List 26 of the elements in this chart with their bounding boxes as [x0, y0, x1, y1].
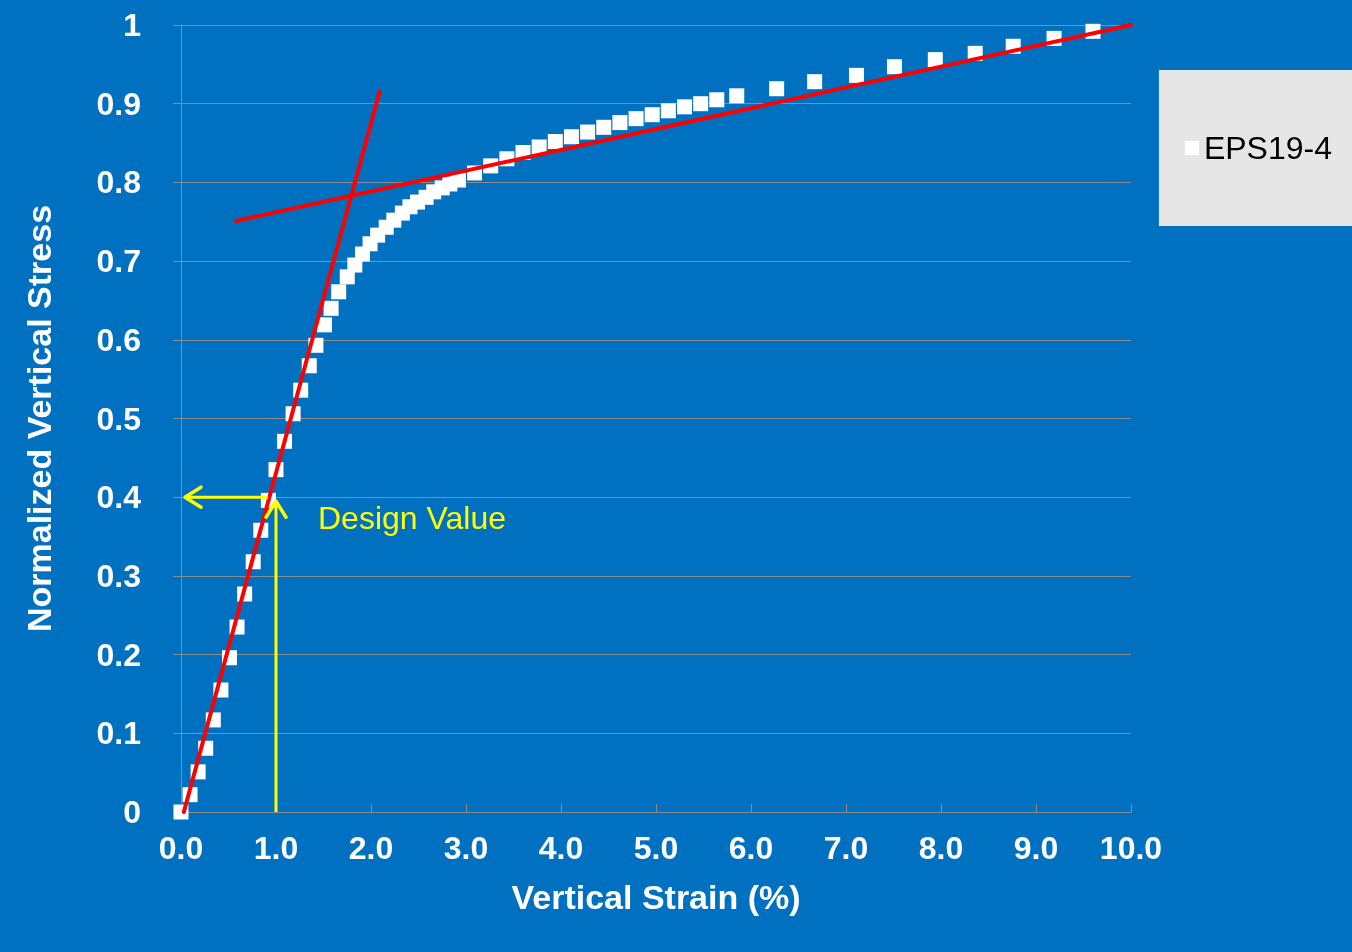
- x-tick-label: 3.0: [443, 830, 489, 866]
- y-tick-label: 0.4: [96, 479, 142, 516]
- y-tick-label: 0.7: [96, 243, 141, 280]
- x-tick-label: 8.0: [918, 830, 964, 866]
- x-tick-label: 9.0: [1013, 830, 1059, 866]
- x-tick-label: 4.0: [538, 830, 584, 866]
- y-tick-label: 0.6: [96, 321, 141, 358]
- x-tick-label: 2.0: [348, 830, 394, 866]
- annotation: Design Value: [318, 500, 506, 537]
- legend-label: EPS19-4: [1203, 130, 1332, 166]
- y-tick-label: 0.8: [96, 164, 141, 201]
- y-tick-label: 0.2: [96, 636, 141, 673]
- y-axis-title: Normalized Vertical Stress: [20, 204, 58, 633]
- y-tick-label: 0.3: [96, 557, 141, 594]
- x-tick-label: 7.0: [823, 830, 869, 866]
- x-tick-label: 0.0: [158, 830, 204, 866]
- x-tick-label: 1.0: [253, 830, 299, 866]
- y-tick-label: 0: [123, 794, 141, 830]
- y-tick-label: 0.1: [96, 715, 141, 752]
- y-tick-label: 0.5: [96, 400, 141, 437]
- x-axis-title: Vertical Strain (%): [511, 878, 801, 916]
- y-tick-label: 1: [123, 7, 141, 43]
- x-tick-label: 6.0: [728, 830, 774, 866]
- x-tick-label: 5.0: [633, 830, 679, 866]
- y-tick-label: 0.9: [96, 85, 141, 122]
- x-tick-label: 10.0: [1099, 830, 1163, 866]
